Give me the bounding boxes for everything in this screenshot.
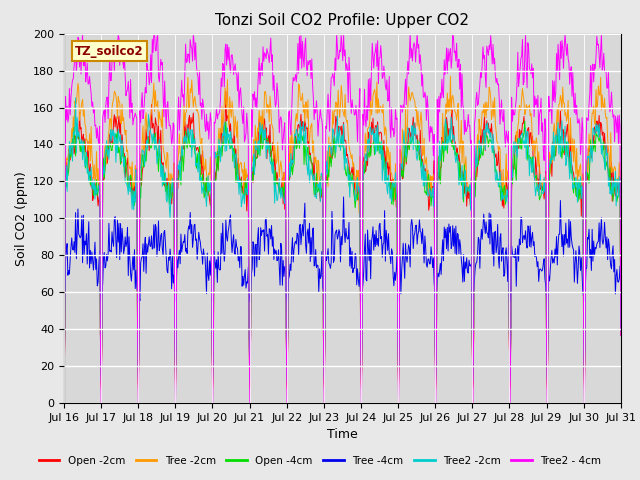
Text: TZ_soilco2: TZ_soilco2 [75, 45, 144, 58]
Open -2cm [127, 182, 135, 188]
Tree2 - 4cm [428, 130, 435, 135]
Line: Open -2cm: Open -2cm [64, 91, 621, 385]
Open -2cm [222, 88, 230, 94]
Tree -2cm [447, 73, 454, 79]
Tree2 -2cm [214, 153, 222, 159]
Tree -2cm [184, 74, 192, 80]
Line: Tree2 -2cm: Tree2 -2cm [64, 98, 621, 381]
Open -2cm [428, 174, 435, 180]
Open -4cm [184, 140, 192, 146]
Tree -2cm [60, 385, 68, 391]
Tree -2cm [214, 153, 221, 158]
Open -4cm [521, 118, 529, 124]
Open -4cm [70, 124, 78, 130]
Tree -4cm [70, 239, 78, 245]
Tree2 -2cm [72, 95, 79, 101]
Open -4cm [214, 148, 221, 154]
Tree -4cm [340, 194, 348, 200]
Open -2cm [60, 382, 68, 388]
Tree2 -2cm [411, 131, 419, 137]
Line: Tree -4cm: Tree -4cm [64, 197, 621, 301]
Open -4cm [410, 143, 418, 148]
Tree2 -2cm [60, 378, 68, 384]
Open -2cm [214, 160, 221, 166]
Tree -2cm [410, 96, 418, 102]
Tree2 -2cm [617, 328, 625, 334]
Open -4cm [617, 324, 625, 330]
Tree2 - 4cm [128, 100, 136, 106]
Tree -4cm [184, 229, 192, 235]
Tree -4cm [428, 244, 435, 250]
Open -2cm [70, 151, 78, 157]
Tree2 - 4cm [185, 52, 193, 58]
Tree2 -2cm [128, 206, 136, 212]
Tree2 -2cm [428, 194, 435, 200]
Tree -4cm [60, 299, 68, 304]
Tree2 -2cm [185, 129, 193, 135]
Tree -4cm [617, 291, 625, 297]
Tree2 - 4cm [70, 63, 78, 69]
Tree -2cm [617, 331, 625, 336]
Tree -4cm [214, 279, 221, 285]
Title: Tonzi Soil CO2 Profile: Upper CO2: Tonzi Soil CO2 Profile: Upper CO2 [216, 13, 469, 28]
Tree2 - 4cm [617, 333, 625, 338]
Tree2 - 4cm [79, 31, 86, 36]
Tree -4cm [127, 278, 135, 284]
Legend: Open -2cm, Tree -2cm, Open -4cm, Tree -4cm, Tree2 -2cm, Tree2 - 4cm: Open -2cm, Tree -2cm, Open -4cm, Tree -4… [35, 452, 605, 470]
Line: Open -4cm: Open -4cm [64, 121, 621, 375]
Open -4cm [60, 372, 68, 378]
Tree -2cm [127, 175, 135, 181]
Tree2 -2cm [70, 132, 78, 138]
Tree2 - 4cm [411, 43, 419, 49]
Open -2cm [184, 134, 192, 140]
Open -2cm [617, 332, 625, 338]
Line: Tree2 - 4cm: Tree2 - 4cm [64, 34, 621, 403]
Line: Tree -2cm: Tree -2cm [64, 76, 621, 388]
X-axis label: Time: Time [327, 429, 358, 442]
Tree -2cm [426, 173, 434, 179]
Open -4cm [127, 176, 135, 182]
Tree -2cm [70, 132, 78, 138]
Y-axis label: Soil CO2 (ppm): Soil CO2 (ppm) [15, 171, 28, 266]
Open -4cm [426, 186, 434, 192]
Tree -4cm [411, 230, 419, 236]
Tree2 - 4cm [214, 111, 222, 117]
Open -2cm [411, 120, 419, 126]
Tree2 - 4cm [60, 400, 68, 406]
